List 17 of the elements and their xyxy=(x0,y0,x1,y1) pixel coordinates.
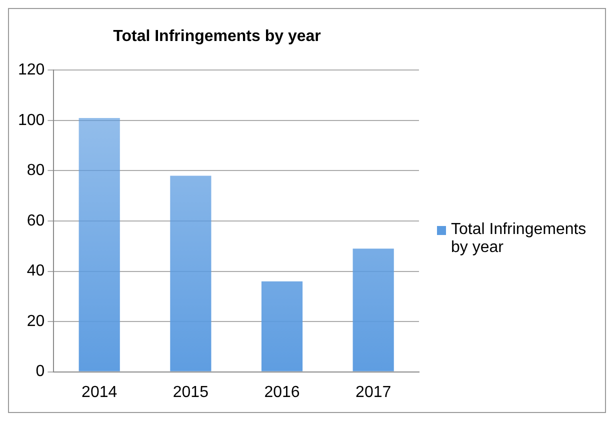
bar xyxy=(352,248,394,372)
y-tick-label: 0 xyxy=(36,363,45,380)
chart-title: Total Infringements by year xyxy=(113,28,321,46)
bar xyxy=(261,281,303,372)
bar xyxy=(170,176,212,372)
y-tick-label: 20 xyxy=(26,312,45,330)
y-tick-label: 100 xyxy=(18,112,45,129)
legend-label: Total Infringements by year xyxy=(451,221,588,257)
x-tick-label: 2017 xyxy=(356,384,392,401)
x-tick-label: 2014 xyxy=(82,384,118,401)
bar xyxy=(78,118,120,372)
y-tick-label: 120 xyxy=(18,62,45,79)
y-tick-label: 40 xyxy=(26,262,45,280)
x-tick-label: 2016 xyxy=(264,384,300,401)
x-tick-label: 2015 xyxy=(172,384,209,401)
y-tick-label: 80 xyxy=(26,162,45,180)
y-tick-label: 60 xyxy=(26,212,45,230)
